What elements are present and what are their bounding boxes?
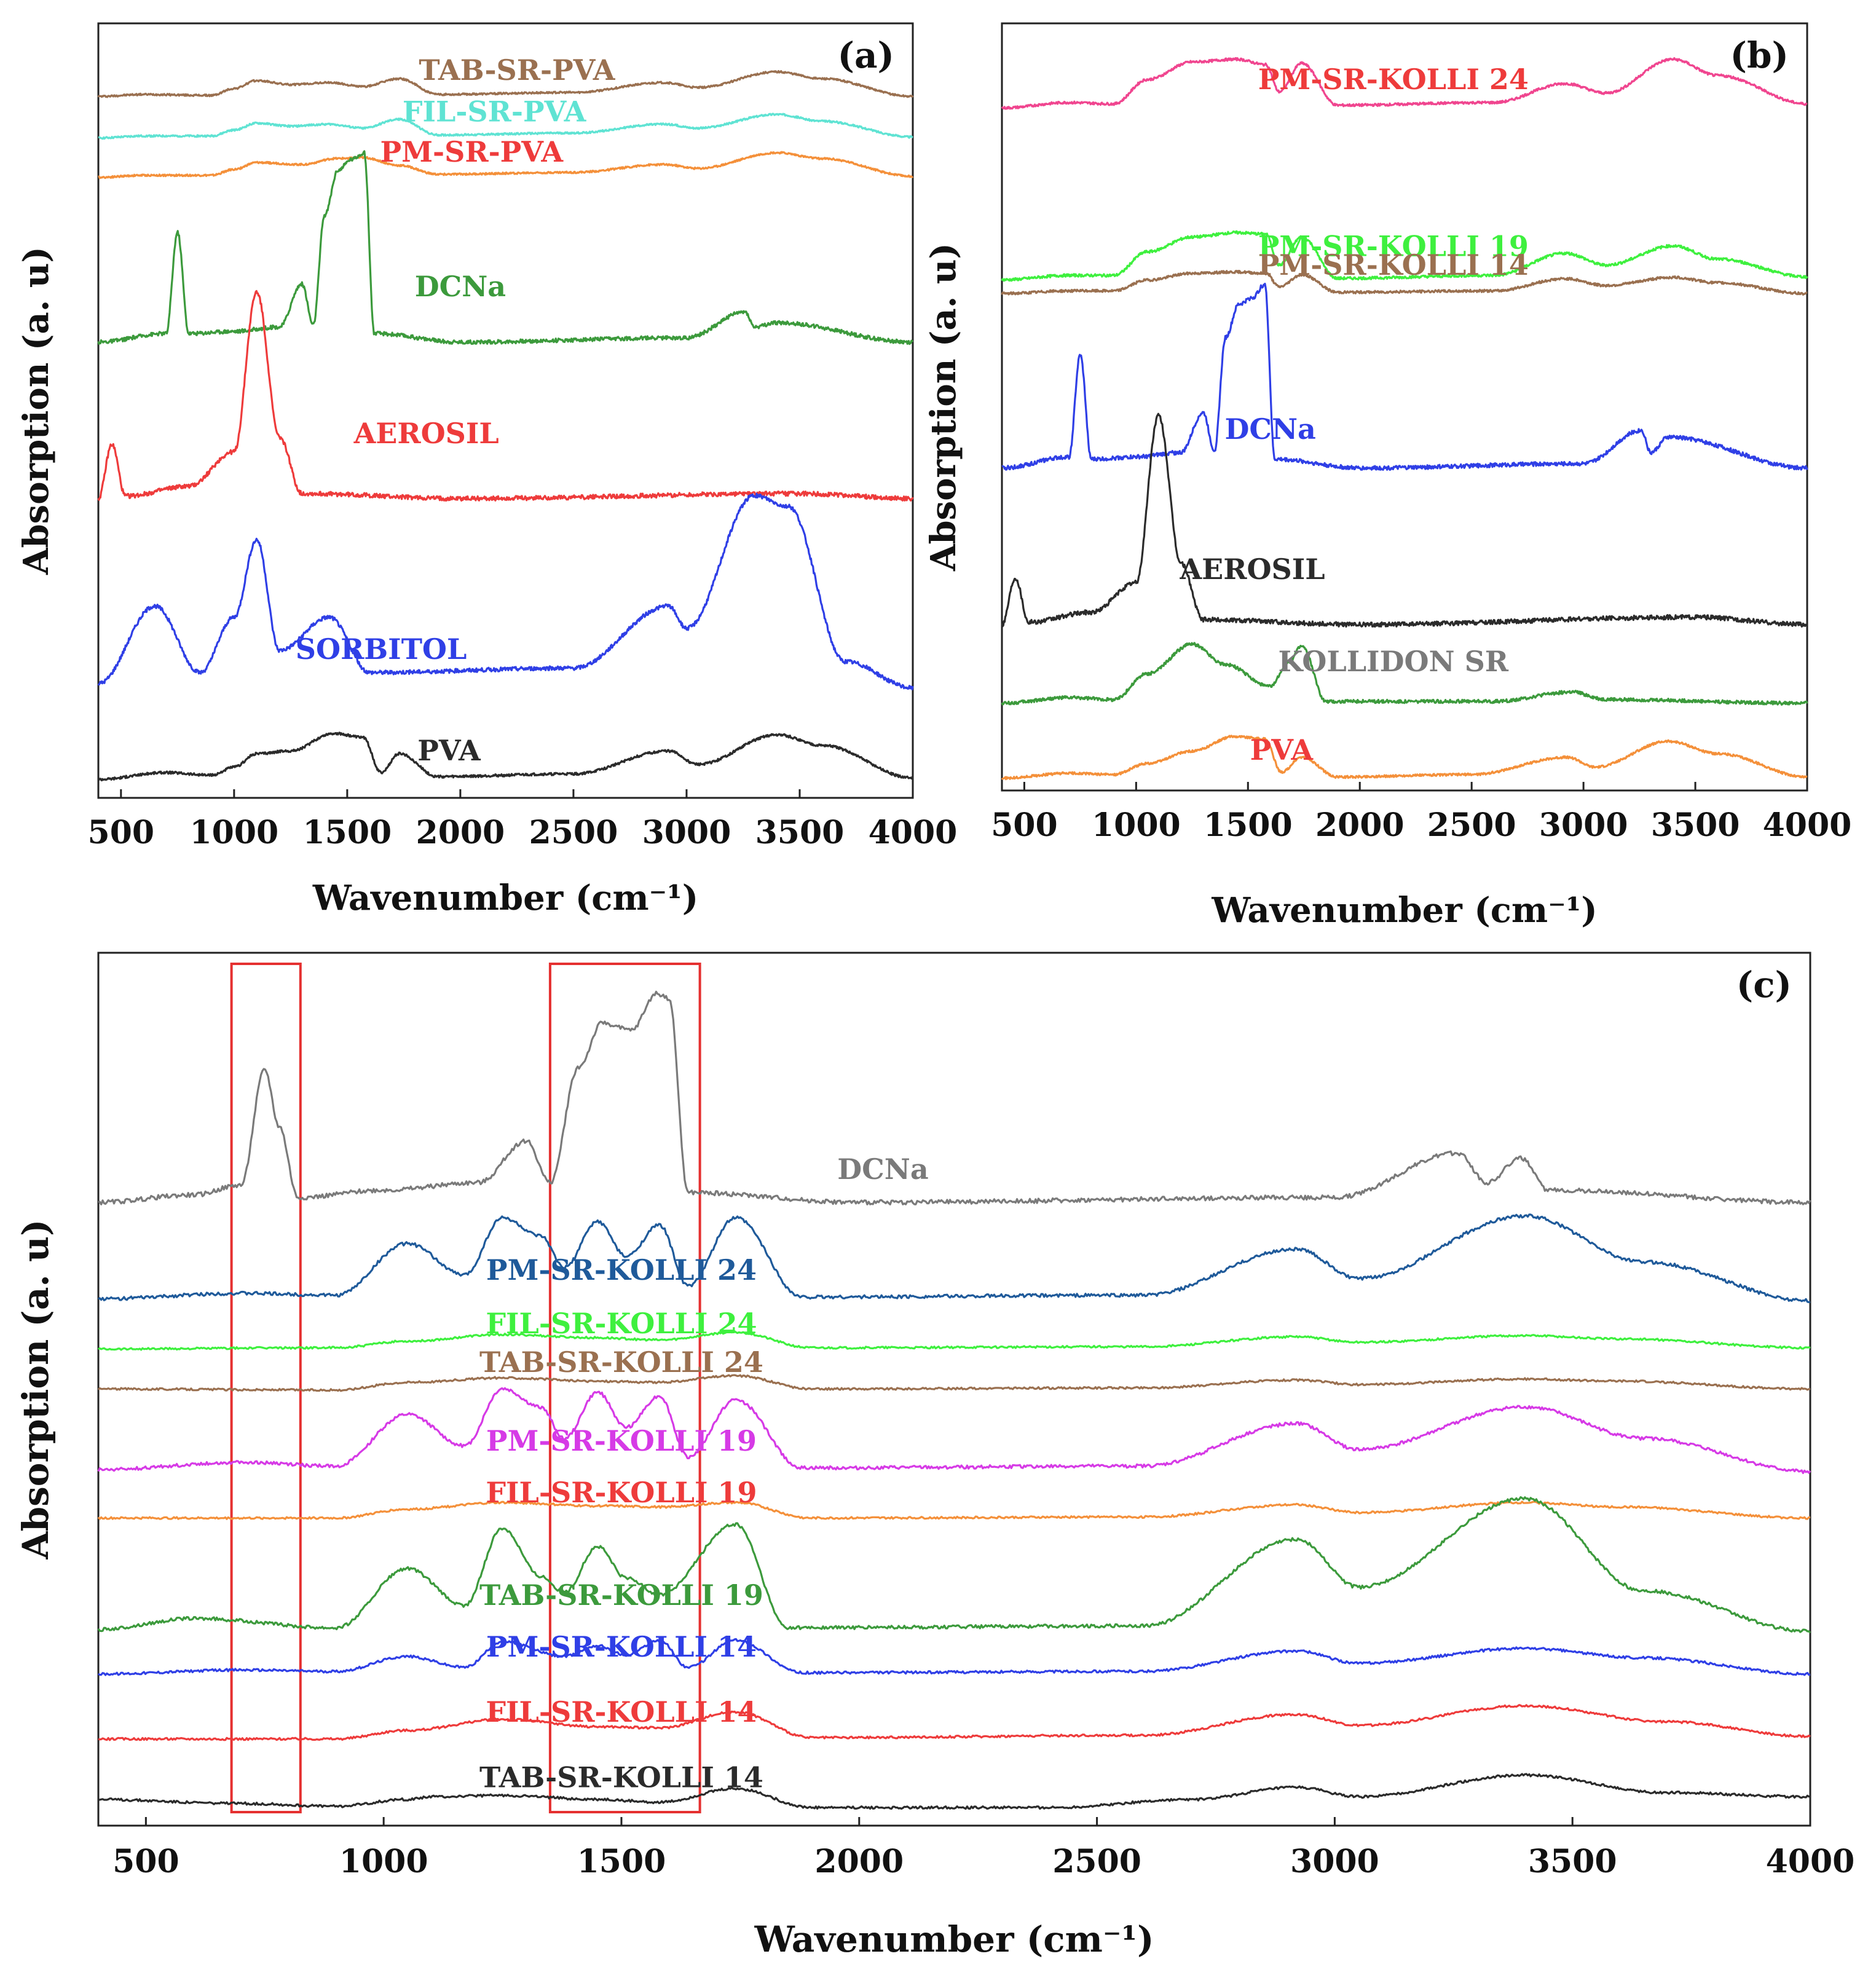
panel-label: (b) (1730, 34, 1789, 76)
x-tick-label: 4000 (1766, 1843, 1855, 1880)
x-tick-label: 3500 (755, 814, 845, 851)
series-line-pm-sr-pva (98, 151, 914, 179)
series-line-pm-sr-kolli-14 (1001, 269, 1808, 296)
series-label: PM-SR-KOLLI 24 (486, 1253, 757, 1287)
series-label: FIL-SR-PVA (403, 95, 587, 128)
x-tick-label: 2500 (1427, 806, 1516, 844)
series-label: TAB-SR-KOLLI 19 (479, 1579, 763, 1612)
x-tick-label: 4000 (869, 814, 958, 851)
series-label: PM-SR-KOLLI 19 (486, 1424, 757, 1457)
x-tick-label: 500 (991, 806, 1058, 844)
series-label: TAB-SR-PVA (419, 53, 615, 87)
x-tick-label: 1000 (339, 1843, 428, 1880)
series-label: FIL-SR-KOLLI 14 (486, 1695, 757, 1729)
x-axis-label: Wavenumber (cm⁻¹) (1211, 890, 1597, 931)
series-line-pm-sr-kolli-19 (97, 1387, 1811, 1475)
series-line-fil-sr-kolli-19 (97, 1500, 1811, 1520)
x-tick-label: 2000 (1315, 806, 1405, 844)
x-tick-label: 1000 (1092, 806, 1181, 844)
y-axis-label: Absorption (a. u) (16, 246, 57, 575)
series-line-tab-sr-kolli-19 (97, 1496, 1811, 1634)
series-label: SORBITOL (296, 633, 467, 666)
series-line-pm-sr-kolli-24 (98, 1213, 1811, 1303)
series-label: KOLLIDON SR (1279, 645, 1509, 678)
x-tick-label: 2500 (529, 814, 618, 851)
series-label: FIL-SR-KOLLI 24 (486, 1307, 757, 1340)
x-tick-label: 3000 (1539, 806, 1628, 844)
series-label: FIL-SR-KOLLI 19 (486, 1476, 757, 1509)
panel-label: (c) (1736, 964, 1792, 1006)
series-line-aerosil (1001, 412, 1808, 628)
x-tick-label: 1500 (302, 814, 392, 851)
series-line-kollidon-sr (1001, 642, 1808, 706)
x-tick-label: 500 (88, 814, 155, 851)
series-line-tab-sr-kolli-14 (98, 1773, 1811, 1810)
series-label: PVA (417, 734, 481, 767)
panel-c-chart: 500 1000 1500 2000 2500 3000 3500 4000 Wavenumbe… (15, 952, 1855, 1960)
x-tick-label: 3500 (1528, 1843, 1617, 1880)
series-line-dcna (1001, 282, 1808, 471)
panel-label: (a) (838, 34, 894, 76)
y-axis-label: Absorption (a. u) (15, 1220, 57, 1560)
y-axis-label: Absorption (a. u) (923, 243, 964, 572)
series-line-pm-sr-kolli-24 (1001, 57, 1808, 110)
plot-frame (97, 22, 914, 799)
x-tick-label: 1000 (189, 814, 278, 851)
series-label: PM-SR-KOLLI 24 (1258, 63, 1529, 96)
series-label: PM-SR-KOLLI 19 (1258, 229, 1529, 262)
series-label: AEROSIL (353, 417, 499, 450)
x-axis-label: Wavenumber (cm⁻¹) (312, 878, 698, 918)
x-tick-label: 3000 (642, 814, 731, 851)
plot-frame (1001, 22, 1808, 792)
x-tick-label: 2000 (416, 814, 505, 851)
highlight-box-2 (548, 963, 701, 1813)
x-tick-label: 1500 (1204, 806, 1293, 844)
series-label: DCNa (837, 1153, 928, 1186)
series-line-fil-sr-kolli-24 (98, 1330, 1811, 1351)
series-line-sorbitol (97, 492, 914, 691)
x-tick-label: 2000 (814, 1843, 904, 1880)
series-line-pva (98, 731, 914, 782)
series-line-tab-sr-pva (97, 70, 914, 98)
series-label: DCNa (1224, 412, 1315, 446)
series-label: DCNa (415, 270, 506, 303)
series-line-pm-sr-kolli-14 (98, 1638, 1811, 1676)
x-axis-label: Wavenumber (cm⁻¹) (754, 1918, 1154, 1960)
series-label: PM-SR-PVA (380, 135, 564, 168)
panel-a-chart: 500 1000 1500 2000 2500 3000 3500 4000 Wavenumbe… (16, 22, 958, 918)
series-label: TAB-SR-KOLLI 24 (479, 1346, 763, 1379)
x-tick-label: 500 (112, 1843, 179, 1880)
panel-b-chart: 500 1000 1500 2000 2500 3000 3500 4000 Wavenumbe… (923, 22, 1852, 931)
x-tick-label: 4000 (1763, 806, 1852, 844)
series-line-pm-sr-kolli-19 (1001, 230, 1808, 282)
series-line-pva (1001, 735, 1808, 781)
x-tick-label: 3500 (1651, 806, 1740, 844)
series-label: PVA (1250, 733, 1314, 767)
series-line-aerosil (97, 290, 914, 502)
series-label: PM-SR-KOLLI 14 (486, 1630, 757, 1663)
series-line-tab-sr-kolli-24 (97, 1374, 1811, 1392)
series-line-fil-sr-pva (98, 112, 913, 140)
series-label: PM-SR-KOLLI 14 (1258, 248, 1529, 282)
x-tick-label: 2500 (1052, 1843, 1141, 1880)
series-line-dcna (97, 150, 914, 345)
x-tick-label: 3000 (1290, 1843, 1379, 1880)
series-line-fil-sr-kolli-14 (98, 1704, 1811, 1741)
series-line-dcna (98, 990, 1811, 1205)
series-label: AEROSIL (1179, 553, 1325, 586)
x-tick-label: 1500 (577, 1843, 666, 1880)
series-label: TAB-SR-KOLLI 14 (479, 1761, 763, 1794)
